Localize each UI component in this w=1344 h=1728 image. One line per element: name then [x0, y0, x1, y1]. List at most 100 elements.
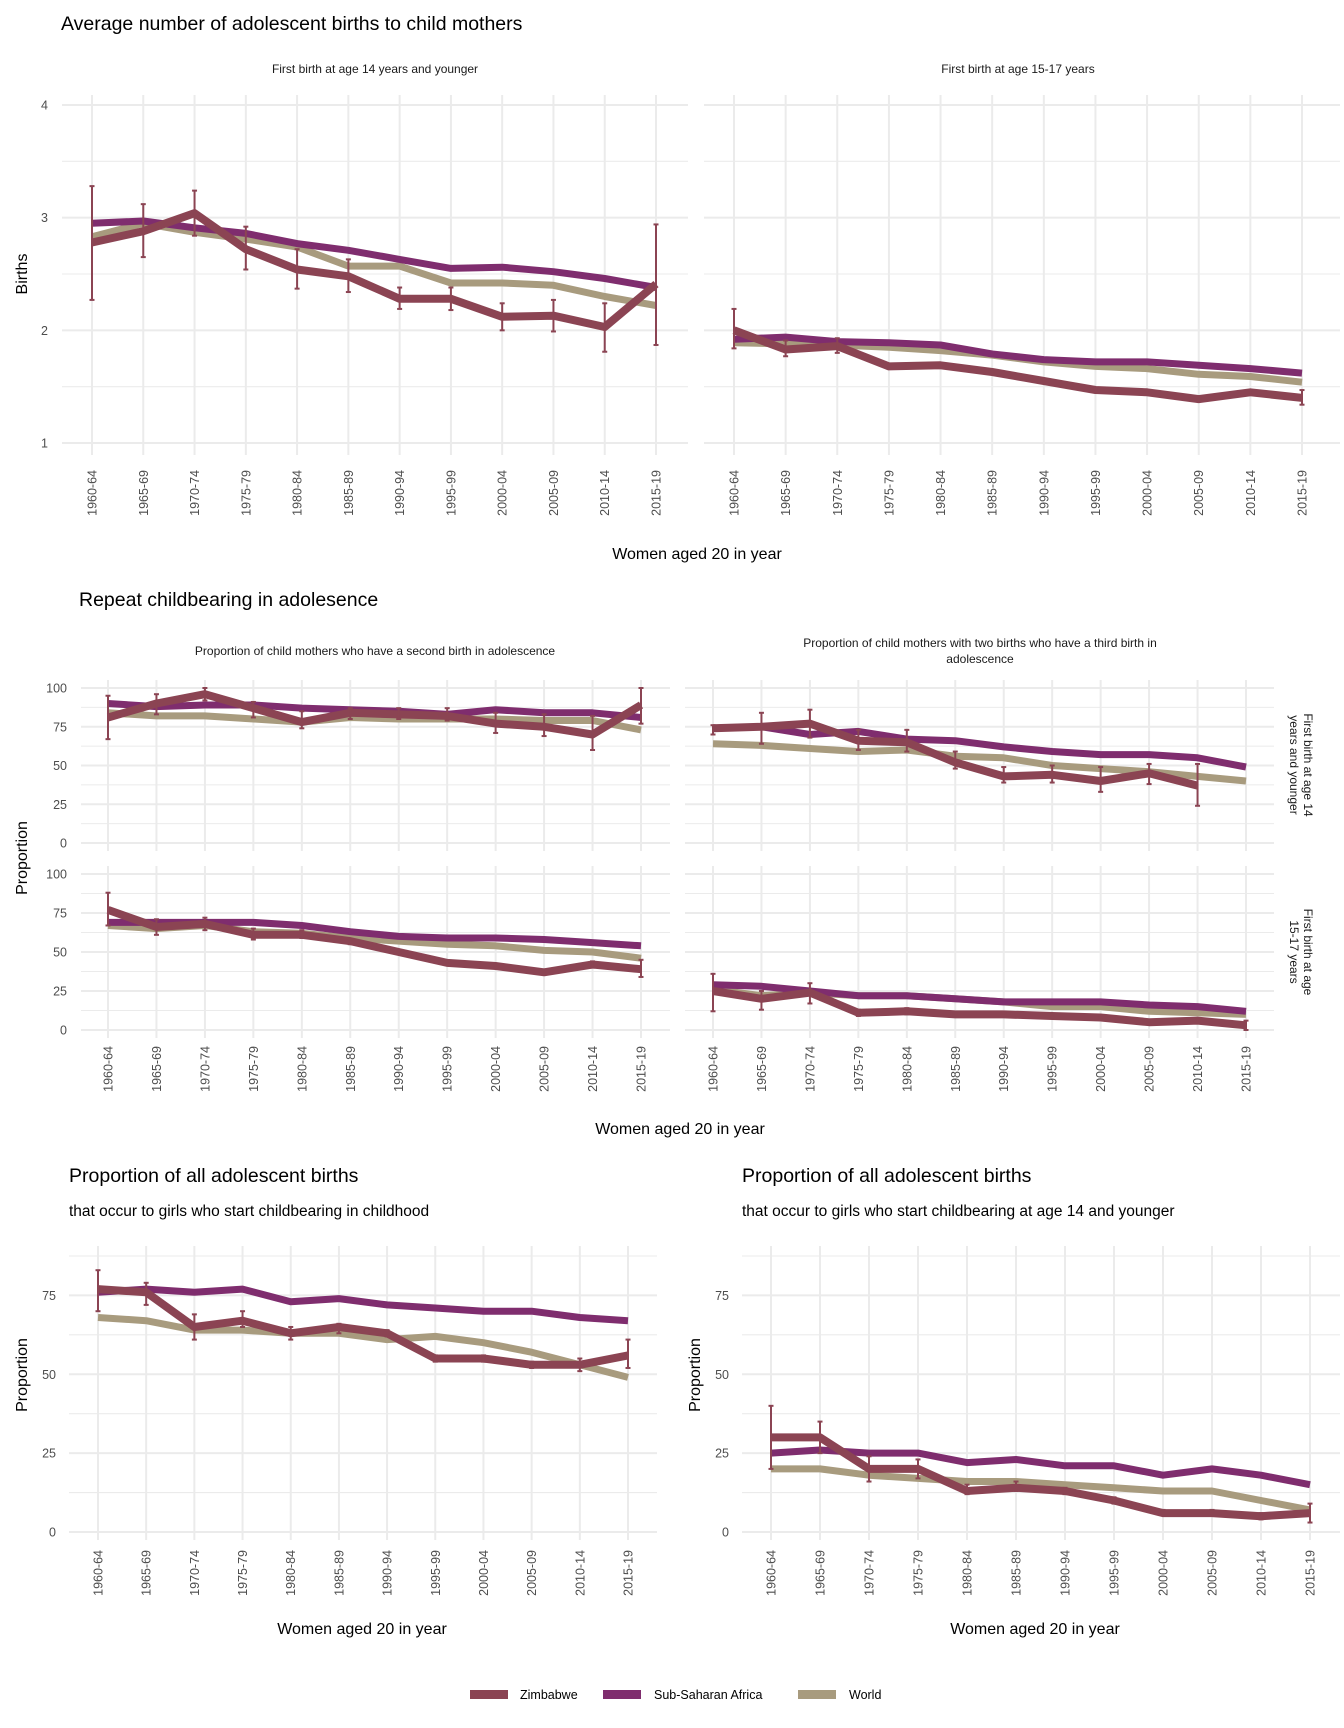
- x-tick-label: 1960-64: [92, 1550, 106, 1596]
- x-tick-label: 1985-89: [342, 470, 356, 516]
- series-line-world: [771, 1465, 1311, 1514]
- ylabel-proportion-14: Proportion: [687, 1338, 704, 1412]
- x-tick-label: 2015-19: [1240, 1046, 1254, 1092]
- x-tick-label: 1960-64: [707, 1046, 721, 1092]
- ylabel-repeat: Proportion: [14, 821, 31, 895]
- section-title-repeat: Repeat childbearing in adolesence: [79, 589, 378, 611]
- y-tick-label: 75: [53, 720, 67, 734]
- x-tick-label: 2005-09: [525, 1550, 539, 1596]
- legend-swatch-world: [798, 1690, 836, 1699]
- x-tick-label: 2000-04: [496, 470, 510, 516]
- x-tick-label: 2000-04: [1157, 1550, 1171, 1596]
- strip-title: First birth at age 15-17 years: [941, 62, 1094, 76]
- xlabel-average-births: Women aged 20 in year: [612, 546, 782, 563]
- x-tick-label: 1965-69: [150, 1046, 164, 1092]
- x-tick-label: 1975-79: [236, 1550, 250, 1596]
- x-tick-label: 1975-79: [239, 470, 253, 516]
- series-line-zimbabwe: [97, 1285, 629, 1369]
- x-tick-label: 1975-79: [247, 1046, 261, 1092]
- x-tick-label: 1990-94: [393, 470, 407, 516]
- section-title-proportion-childhood: Proportion of all adolescent births: [69, 1165, 359, 1187]
- x-tick-label: 1985-89: [344, 1046, 358, 1092]
- x-tick-label: 1985-89: [1010, 1550, 1024, 1596]
- y-tick-label: 0: [60, 1024, 67, 1038]
- x-tick-label: 2000-04: [477, 1550, 491, 1596]
- y-tick-label: 3: [41, 211, 48, 225]
- x-tick-label: 1975-79: [852, 1046, 866, 1092]
- legend-swatch-zimbabwe: [470, 1690, 508, 1699]
- x-tick-label: 1965-69: [755, 1046, 769, 1092]
- panel-p1: 1 2 3 4 1960-64 1965-69 1970-74 1975-79 1980-84 1…: [41, 62, 688, 516]
- section-title-proportion-14: Proportion of all adolescent births: [742, 1165, 1032, 1187]
- x-tick-label: 2010-14: [598, 470, 612, 516]
- series-line-sub-saharan-africa: [91, 217, 657, 291]
- x-tick-label: 1970-74: [831, 470, 845, 516]
- x-tick-label: 1985-89: [949, 1046, 963, 1092]
- x-tick-label: 1960-64: [728, 470, 742, 516]
- x-tick-label: 1995-99: [1108, 1550, 1122, 1596]
- x-tick-label: 1980-84: [900, 1046, 914, 1092]
- series-line-zimbabwe: [106, 906, 642, 977]
- series-line-zimbabwe: [106, 690, 644, 739]
- x-tick-label: 1965-69: [140, 1550, 154, 1596]
- x-tick-label: 1990-94: [997, 1046, 1011, 1092]
- x-tick-label: 1965-69: [814, 1550, 828, 1596]
- legend-swatch-sub-saharan-africa: [603, 1690, 641, 1699]
- x-tick-label: 1970-74: [188, 1550, 202, 1596]
- x-tick-label: 1990-94: [1037, 470, 1051, 516]
- section-subtitle-proportion-14: that occur to girls who start childbeari…: [742, 1203, 1175, 1220]
- y-tick-label: 50: [42, 1368, 56, 1382]
- y-tick-label: 1: [41, 437, 48, 451]
- x-tick-label: 1975-79: [882, 470, 896, 516]
- x-tick-label: 2005-09: [1206, 1550, 1220, 1596]
- x-tick-label: 1995-99: [429, 1550, 443, 1596]
- row-strip-label: First birth at age: [1301, 909, 1315, 996]
- y-tick-label: 75: [53, 907, 67, 921]
- x-tick-label: 2015-19: [1304, 1550, 1318, 1596]
- x-tick-label: 2015-19: [650, 470, 664, 516]
- x-tick-label: 1960-64: [102, 1046, 116, 1092]
- x-tick-label: 1995-99: [1046, 1046, 1060, 1092]
- series-line-world: [91, 219, 657, 309]
- ylabel-average-births: Births: [14, 254, 31, 295]
- row-strip-label-line2: years and younger: [1287, 715, 1301, 814]
- section-subtitle-proportion-childhood: that occur to girls who start childbeari…: [69, 1203, 429, 1220]
- x-tick-label: 1960-64: [765, 1550, 779, 1596]
- panel-p3: 0 25 50 75 100 Proportion of child mothers wh…: [46, 644, 670, 851]
- y-tick-label: 25: [53, 985, 67, 999]
- y-tick-label: 75: [715, 1289, 729, 1303]
- strip-title-line2: adolescence: [946, 652, 1014, 666]
- ylabel-proportion-childhood: Proportion: [14, 1338, 31, 1412]
- x-tick-label: 1985-89: [986, 470, 1000, 516]
- series-line-sub-saharan-africa: [712, 723, 1247, 771]
- panel-p7: 0 25 50 75 1960-64 1965-69 1970-74 1975-79 1980-…: [42, 1246, 657, 1596]
- y-tick-label: 50: [53, 759, 67, 773]
- section-title-average-births: Average number of adolescent births to c…: [61, 13, 523, 35]
- y-tick-label: 2: [41, 324, 48, 338]
- series-line-zimbabwe: [712, 987, 1247, 1030]
- panel-p4: Proportion of child mothers with two bir…: [685, 636, 1315, 851]
- panel-p2: 1960-64 1965-69 1970-74 1975-79 1980-84 1985-…: [704, 62, 1340, 516]
- x-tick-label: 1980-84: [961, 1550, 975, 1596]
- y-tick-label: 25: [715, 1447, 729, 1461]
- x-tick-label: 1960-64: [86, 470, 100, 516]
- strip-title: First birth at age 14 years and younger: [272, 62, 478, 76]
- strip-title: Proportion of child mothers with two bir…: [803, 636, 1157, 650]
- series-line-zimbabwe: [91, 209, 659, 331]
- x-tick-label: 2015-19: [622, 1550, 636, 1596]
- x-tick-label: 2005-09: [1192, 470, 1206, 516]
- x-tick-label: 2010-14: [573, 1550, 587, 1596]
- x-tick-label: 1975-79: [912, 1550, 926, 1596]
- legend: Zimbabwe Sub-Saharan Africa World: [470, 1688, 881, 1702]
- row-strip-label: First birth at age 14: [1301, 713, 1315, 817]
- series-line-sub-saharan-africa: [733, 333, 1303, 377]
- x-tick-label: 2000-04: [1141, 470, 1155, 516]
- y-tick-label: 50: [715, 1368, 729, 1382]
- x-tick-label: 1995-99: [444, 470, 458, 516]
- x-tick-label: 1990-94: [392, 1046, 406, 1092]
- x-tick-label: 1970-74: [803, 1046, 817, 1092]
- x-tick-label: 1970-74: [198, 1046, 212, 1092]
- legend-label-sub-saharan-africa: Sub-Saharan Africa: [654, 1688, 762, 1702]
